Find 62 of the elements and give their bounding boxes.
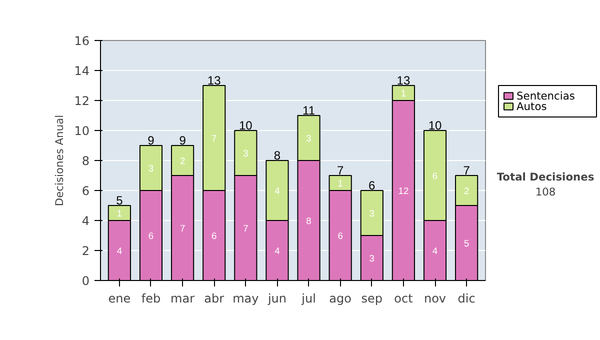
total-label: 5 (116, 194, 124, 208)
total-label: 7 (463, 164, 470, 178)
data-label: 6 (148, 231, 154, 241)
x-tick-label: oct (394, 292, 414, 306)
data-label: 1 (338, 178, 343, 188)
x-tick-label: jun (266, 292, 286, 306)
x-tick-label: may (232, 292, 259, 306)
x-tick-label: mar (170, 292, 195, 306)
data-label: 1 (400, 88, 406, 98)
x-tick-label: nov (424, 292, 446, 306)
data-label: 3 (369, 208, 375, 218)
x-tick-label: dic (458, 292, 476, 306)
total-label: 10 (428, 118, 442, 132)
data-label: 8 (306, 216, 312, 226)
y-tick-label: 14 (74, 64, 90, 78)
total-label: 9 (179, 134, 186, 148)
total-label: 8 (274, 148, 281, 162)
total-label: 6 (368, 178, 376, 192)
data-label: 3 (148, 164, 154, 174)
y-tick-label: 4 (82, 214, 90, 228)
data-label: 7 (212, 134, 217, 144)
data-label: 4 (274, 246, 280, 256)
y-tick-label: 16 (74, 34, 90, 48)
total-label: 13 (396, 74, 410, 88)
y-tick-label: 8 (82, 154, 90, 168)
data-label: 3 (243, 148, 248, 158)
data-label: 6 (432, 171, 438, 181)
data-label: 4 (116, 246, 122, 256)
total-label: 11 (302, 104, 316, 118)
legend-label: Autos (516, 100, 548, 113)
text: Total Decisiones (496, 170, 594, 184)
data-label: 1 (116, 208, 122, 218)
x-tick-label: sep (361, 292, 383, 306)
legend-label: Sentencias (516, 90, 576, 102)
y-tick-label: 0 (82, 274, 90, 288)
data-label: 2 (180, 156, 186, 166)
data-label: 4 (432, 246, 438, 256)
x-tick-label: jul (300, 292, 316, 306)
data-label: 4 (274, 186, 280, 196)
data-label: 3 (306, 134, 312, 144)
total-label: 9 (148, 134, 155, 148)
data-label: 12 (398, 186, 409, 196)
x-tick-label: abr (204, 292, 224, 306)
text: 108 (535, 185, 556, 198)
y-tick-label: 12 (74, 94, 90, 108)
x-tick-label: feb (141, 292, 161, 306)
data-label: 6 (212, 231, 217, 241)
x-tick-label: ene (108, 292, 131, 306)
y-axis-title: Decisiones Anual (53, 114, 66, 206)
data-label: 6 (338, 231, 343, 241)
y-tick-label: 6 (82, 184, 90, 198)
x-tick-label: ago (329, 292, 352, 306)
total-label: 10 (238, 118, 253, 132)
y-tick-label: 10 (74, 124, 90, 138)
data-label: 5 (464, 238, 470, 248)
y-tick-label: 2 (82, 244, 90, 258)
total-label: 13 (207, 74, 222, 88)
data-label: 3 (369, 254, 375, 264)
data-label: 7 (180, 224, 186, 234)
total-label: 7 (337, 164, 344, 178)
data-label: 2 (464, 186, 470, 196)
data-label: 7 (243, 224, 248, 234)
